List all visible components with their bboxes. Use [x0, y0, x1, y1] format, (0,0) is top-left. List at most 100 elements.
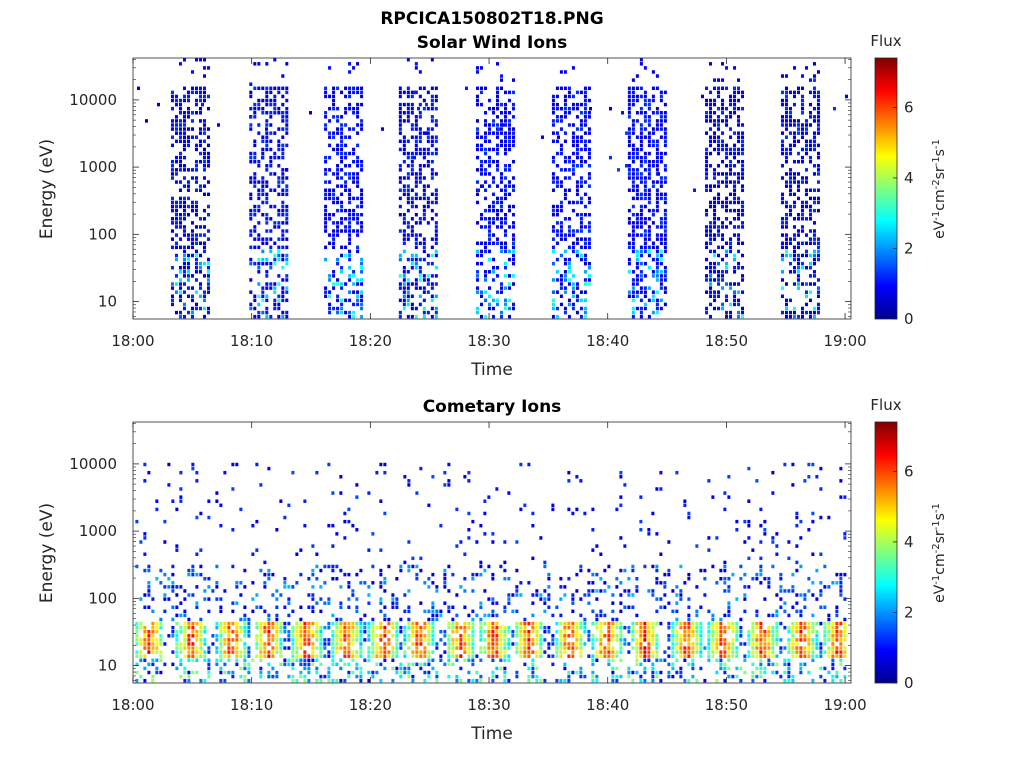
- heatmap-cell: [479, 605, 483, 609]
- heatmap-cell: [348, 200, 352, 205]
- heatmap-cell: [426, 106, 430, 111]
- heatmap-cell: [324, 188, 328, 192]
- heatmap-cell: [287, 658, 291, 663]
- heatmap-cell: [419, 601, 423, 605]
- heatmap-cell: [352, 274, 356, 278]
- heatmap-cell: [725, 86, 729, 91]
- heatmap-cell: [434, 94, 438, 99]
- heatmap-cell: [170, 221, 174, 225]
- heatmap-cell: [423, 654, 427, 658]
- heatmap-cell: [463, 625, 467, 630]
- heatmap-cell: [804, 294, 808, 299]
- heatmap-cell: [555, 629, 559, 634]
- heatmap-cell: [414, 66, 418, 70]
- heatmap-cell: [422, 155, 426, 160]
- heatmap-cell: [399, 564, 403, 569]
- heatmap-cell: [751, 678, 755, 683]
- heatmap-cell: [265, 123, 269, 127]
- heatmap-cell: [639, 270, 643, 274]
- heatmap-cell: [202, 290, 206, 294]
- heatmap-cell: [275, 528, 279, 532]
- heatmap-cell: [503, 176, 507, 180]
- heatmap-cell: [475, 270, 479, 274]
- heatmap-cell: [595, 617, 599, 622]
- heatmap-cell: [351, 658, 355, 663]
- heatmap-cell: [249, 217, 253, 221]
- heatmap-cell: [479, 638, 483, 642]
- heatmap-cell: [336, 115, 340, 119]
- heatmap-cell: [215, 581, 219, 585]
- heatmap-cell: [463, 589, 467, 593]
- heatmap-cell: [503, 241, 507, 245]
- heatmap-cell: [751, 576, 755, 581]
- heatmap-cell: [487, 564, 491, 569]
- heatmap-cell: [721, 221, 725, 225]
- heatmap-cell: [398, 123, 402, 127]
- heatmap-cell: [725, 196, 729, 201]
- heatmap-cell: [257, 131, 261, 135]
- heatmap-cell: [415, 654, 419, 658]
- heatmap-cell: [655, 74, 659, 78]
- heatmap-cell: [717, 306, 721, 311]
- heatmap-cell: [379, 634, 383, 638]
- heatmap-cell: [751, 638, 755, 642]
- heatmap-cell: [784, 245, 788, 250]
- heatmap-cell: [709, 139, 713, 144]
- heatmap-cell: [231, 650, 235, 654]
- heatmap-cell: [414, 115, 418, 119]
- heatmap-cell: [147, 650, 151, 654]
- heatmap-cell: [383, 589, 387, 593]
- heatmap-cell: [619, 581, 623, 585]
- heatmap-cell: [663, 196, 667, 201]
- heatmap-cell: [371, 638, 375, 642]
- heatmap-cell: [507, 593, 511, 597]
- heatmap-cell: [383, 642, 387, 646]
- heatmap-cell: [175, 646, 179, 650]
- heatmap-cell: [332, 106, 336, 111]
- heatmap-cell: [751, 642, 755, 646]
- heatmap-cell: [599, 650, 603, 654]
- heatmap-cell: [279, 650, 283, 654]
- heatmap-cell: [351, 629, 355, 634]
- heatmap-cell: [741, 290, 745, 294]
- heatmap-cell: [800, 98, 804, 103]
- heatmap-cell: [275, 646, 279, 650]
- heatmap-cell: [269, 123, 273, 127]
- heatmap-cell: [800, 74, 804, 78]
- heatmap-cell: [359, 617, 363, 622]
- heatmap-cell: [631, 90, 635, 95]
- heatmap-cell: [174, 180, 178, 184]
- heatmap-cell: [340, 184, 344, 188]
- heatmap-cell: [139, 638, 143, 642]
- heatmap-cell: [643, 94, 647, 99]
- heatmap-cell: [414, 212, 418, 217]
- heatmap-cell: [257, 265, 261, 270]
- heatmap-cell: [583, 306, 587, 311]
- heatmap-cell: [455, 678, 459, 683]
- heatmap-cell: [219, 629, 223, 634]
- heatmap-cell: [443, 568, 447, 573]
- heatmap-cell: [259, 650, 263, 654]
- heatmap-cell: [563, 585, 567, 589]
- heatmap-cell: [563, 102, 567, 107]
- heatmap-cell: [475, 168, 479, 172]
- heatmap-cell: [507, 123, 511, 127]
- heatmap-cell: [231, 670, 235, 675]
- heatmap-cell: [643, 306, 647, 311]
- heatmap-cell: [367, 638, 371, 642]
- heatmap-cell: [699, 568, 703, 573]
- heatmap-cell: [800, 208, 804, 213]
- heatmap-cell: [655, 290, 659, 294]
- heatmap-cell: [231, 601, 235, 605]
- heatmap-cell: [733, 102, 737, 107]
- heatmap-cell: [307, 678, 311, 683]
- heatmap-cell: [410, 151, 414, 156]
- heatmap-cell: [194, 290, 198, 294]
- heatmap-cell: [324, 257, 328, 262]
- heatmap-cell: [303, 666, 307, 671]
- heatmap-cell: [147, 568, 151, 573]
- heatmap-cell: [539, 621, 543, 626]
- heatmap-cell: [567, 621, 571, 626]
- heatmap-cell: [567, 625, 571, 630]
- heatmap-cell: [243, 613, 247, 618]
